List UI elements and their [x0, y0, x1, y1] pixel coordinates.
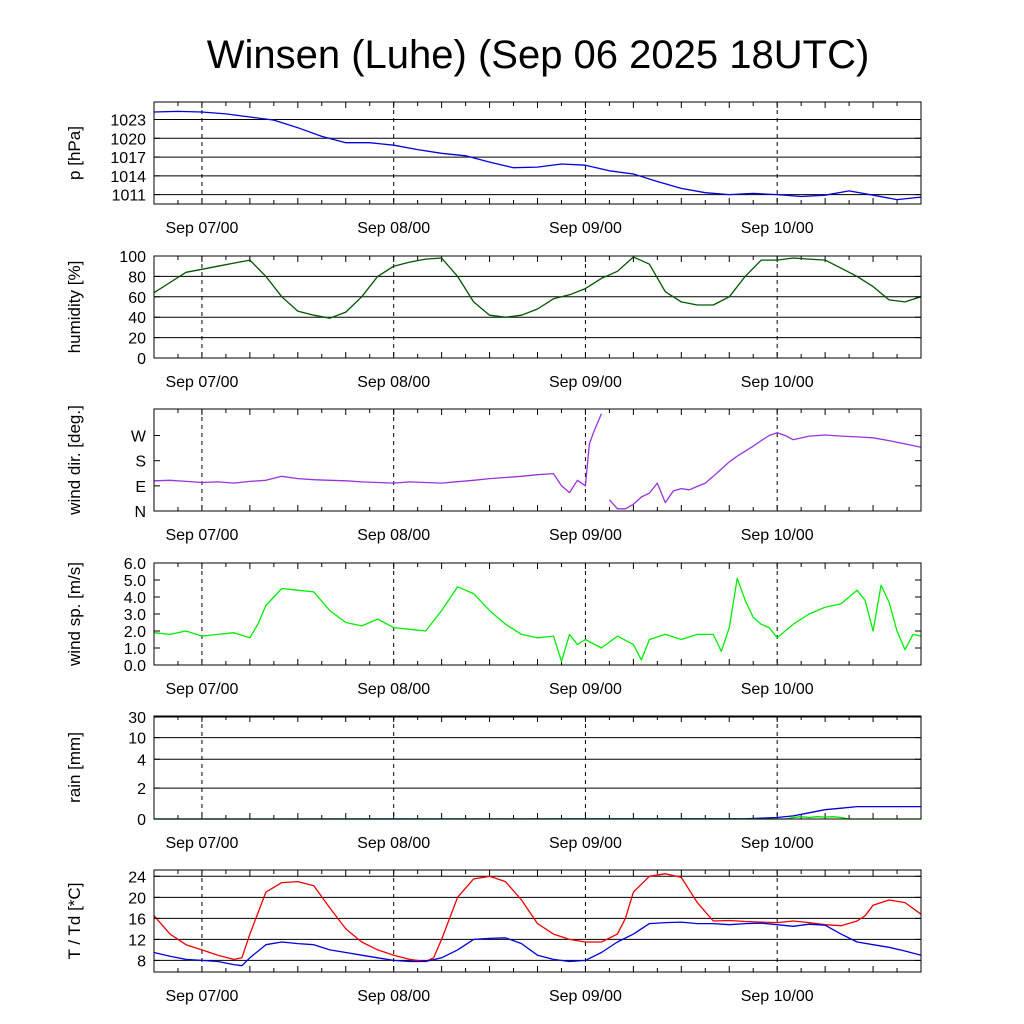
rain-series-line-1	[154, 816, 921, 820]
humidity-x-tick-label: Sep 08/00	[357, 374, 430, 391]
humidity-y-tick-label: 20	[128, 331, 146, 348]
wind-speed-x-tick-label: Sep 10/00	[741, 681, 814, 698]
pressure-y-tick-label: 1014	[110, 169, 146, 186]
rain-y-tick-label: 0	[137, 812, 146, 829]
temperature-y-tick-label: 12	[128, 932, 146, 949]
humidity-y-tick-label: 80	[128, 269, 146, 286]
pressure-x-tick-label: Sep 07/00	[165, 220, 238, 237]
wind-speed-y-tick-label: 4.0	[124, 590, 146, 607]
humidity-x-tick-label: Sep 10/00	[741, 374, 814, 391]
temperature-x-tick-label: Sep 09/00	[549, 988, 622, 1005]
temperature-y-tick-label: 24	[128, 869, 146, 886]
rain-x-tick-label: Sep 08/00	[357, 835, 430, 852]
temperature-series-line-0	[153, 873, 922, 963]
wind-speed-x-tick-label: Sep 07/00	[165, 681, 238, 698]
temperature-panel: 8 12 16 20 24 T / Td [*C] Sep 07/00 Sep 08/00 Se…	[65, 869, 922, 1005]
wind-speed-y-tick-label: 3.0	[124, 607, 146, 624]
chart-title: Winsen (Luhe) (Sep 06 2025 18UTC)	[207, 33, 870, 77]
pressure-x-tick-label: Sep 09/00	[549, 220, 622, 237]
wind-direction-frame	[153, 408, 922, 512]
wind-speed-y-tick-label: 2.0	[124, 624, 146, 641]
wind-direction-series-line-0	[608, 432, 922, 510]
rain-frame	[153, 715, 922, 820]
rain-panel: 0 2 4 10 30 rain [mm] Sep 07/00 Sep 08/00 Sep 09…	[65, 710, 922, 852]
pressure-y-tick-label: 1017	[110, 150, 146, 167]
wind-speed-y-tick-label: 6.0	[124, 556, 146, 573]
wind-speed-x-tick-label: Sep 08/00	[357, 681, 430, 698]
humidity-frame	[153, 255, 922, 359]
wind-speed-y-tick-label: 0.0	[124, 658, 146, 675]
pressure-frame	[153, 101, 922, 205]
temperature-frame	[153, 869, 922, 973]
wind-direction-y-tick-label: W	[131, 429, 147, 446]
pressure-y-tick-label: 1011	[112, 188, 147, 205]
pressure-y-tick-label: 1020	[110, 131, 146, 148]
temperature-y-tick-label: 20	[128, 890, 146, 907]
temperature-x-tick-label: Sep 10/00	[741, 988, 814, 1005]
temperature-y-tick-label: 8	[137, 953, 146, 970]
rain-x-tick-label: Sep 09/00	[549, 835, 622, 852]
wind-direction-y-tick-label: N	[134, 504, 146, 521]
temperature-series-line-1	[153, 921, 922, 967]
wind-direction-y-axis-label: wind dir. [deg.]	[65, 405, 84, 516]
wind-speed-x-tick-label: Sep 09/00	[549, 681, 622, 698]
rain-x-tick-label: Sep 10/00	[741, 835, 814, 852]
temperature-x-tick-label: Sep 08/00	[357, 988, 430, 1005]
wind-direction-x-tick-label: Sep 10/00	[741, 527, 814, 544]
wind-direction-y-tick-label: E	[135, 479, 146, 496]
pressure-x-tick-label: Sep 08/00	[357, 220, 430, 237]
pressure-series-line-0	[153, 110, 922, 201]
humidity-y-tick-label: 40	[128, 310, 146, 327]
rain-y-tick-label: 10	[128, 731, 146, 748]
rain-y-tick-label: 4	[137, 752, 146, 769]
temperature-x-tick-label: Sep 07/00	[165, 988, 238, 1005]
pressure-y-tick-label: 1023	[110, 113, 146, 130]
temperature-y-tick-label: 16	[128, 911, 146, 928]
wind-direction-x-tick-label: Sep 08/00	[357, 527, 430, 544]
humidity-x-tick-label: Sep 09/00	[549, 374, 622, 391]
rain-y-tick-label: 30	[128, 710, 146, 727]
wind-speed-panel: 0.01.02.03.04.05.06.0 wind sp. [m/s] Sep 0…	[65, 556, 922, 698]
temperature-y-axis-label: T / Td [*C]	[65, 883, 84, 960]
humidity-panel: 0 20 40 60 80 100 humidity [%] Sep 07/00 Sep 08/…	[65, 249, 922, 391]
wind-direction-series-line-0	[153, 413, 602, 494]
humidity-x-tick-label: Sep 07/00	[165, 374, 238, 391]
rain-y-tick-label: 2	[137, 781, 146, 798]
wind-speed-y-tick-label: 1.0	[124, 641, 146, 658]
humidity-y-axis-label: humidity [%]	[65, 261, 84, 354]
wind-speed-frame	[153, 562, 922, 666]
wind-direction-x-tick-label: Sep 07/00	[165, 527, 238, 544]
pressure-x-tick-label: Sep 10/00	[741, 220, 814, 237]
humidity-y-tick-label: 100	[119, 249, 146, 266]
wind-speed-y-axis-label: wind sp. [m/s]	[65, 562, 84, 667]
wind-speed-series-line-0	[153, 577, 922, 663]
rain-y-axis-label: rain [mm]	[65, 732, 84, 803]
wind-direction-x-tick-label: Sep 09/00	[549, 527, 622, 544]
pressure-y-axis-label: p [hPa]	[65, 126, 84, 180]
wind-speed-y-tick-label: 5.0	[124, 573, 146, 590]
humidity-series-line-0	[153, 256, 922, 319]
wind-direction-y-tick-label: S	[135, 454, 146, 471]
humidity-y-tick-label: 0	[137, 351, 146, 368]
rain-x-tick-label: Sep 07/00	[165, 835, 238, 852]
humidity-y-tick-label: 60	[128, 290, 146, 307]
